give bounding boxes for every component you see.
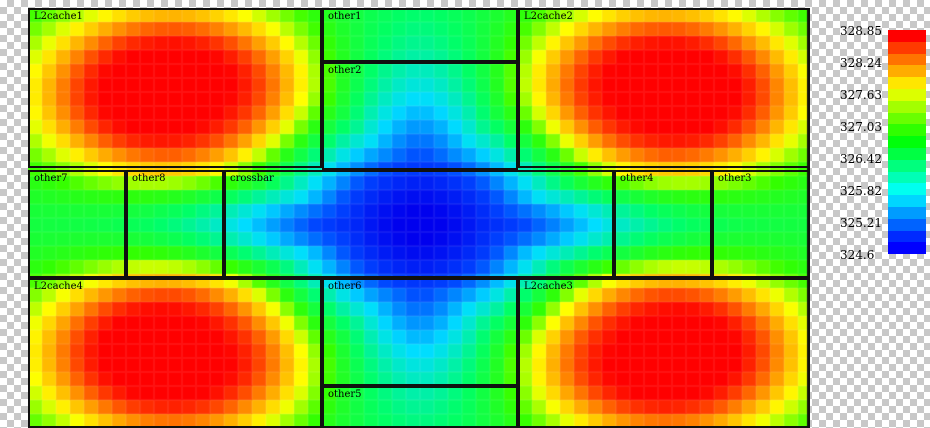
legend-band [888, 88, 926, 101]
legend-band [888, 65, 926, 78]
legend-band [888, 206, 926, 219]
block-label: other2 [328, 65, 362, 76]
block-l2cache4: L2cache4 [28, 278, 322, 428]
legend-tick-label: 328.85 [840, 24, 882, 38]
legend-tick-label: 327.03 [840, 120, 882, 134]
legend-band [888, 53, 926, 66]
legend-band [888, 171, 926, 184]
block-l2cache1: L2cache1 [28, 8, 322, 168]
block-label: other1 [328, 11, 362, 22]
legend-tick-label: 324.6 [840, 248, 875, 262]
thermal-map: L2cache1 other1 L2cache2 other2 other7 other8… [28, 8, 810, 428]
legend-band [888, 159, 926, 172]
block-other2: other2 [322, 62, 518, 170]
block-label: other5 [328, 389, 362, 400]
legend-band [888, 124, 926, 137]
block-other7: other7 [28, 170, 126, 278]
legend-band [888, 77, 926, 89]
block-label: L2cache1 [34, 11, 83, 22]
block-other3: other3 [712, 170, 810, 278]
block-label: L2cache2 [524, 11, 573, 22]
color-legend: 328.85 328.24 327.63 327.03 326.42 325.82 325.… [836, 20, 930, 270]
block-label: crossbar [230, 173, 274, 184]
block-crossbar: crossbar [224, 170, 614, 278]
block-other1: other1 [322, 8, 518, 62]
legend-band [888, 195, 926, 207]
block-label: other3 [718, 173, 752, 184]
legend-band [888, 242, 926, 255]
block-other8: other8 [126, 170, 224, 278]
legend-color-bar [888, 30, 926, 255]
block-l2cache2: L2cache2 [518, 8, 810, 168]
block-other6: other6 [322, 278, 518, 386]
legend-tick-label: 325.82 [840, 184, 882, 198]
block-label: L2cache4 [34, 281, 83, 292]
legend-band [888, 100, 926, 113]
legend-tick-label: 326.42 [840, 152, 882, 166]
block-l2cache3: L2cache3 [518, 278, 810, 428]
block-label: L2cache3 [524, 281, 573, 292]
legend-tick-label: 328.24 [840, 56, 882, 70]
legend-tick-label: 327.63 [840, 88, 882, 102]
block-label: other6 [328, 281, 362, 292]
block-label: other7 [34, 173, 68, 184]
block-other5: other5 [322, 386, 518, 428]
legend-band [888, 136, 926, 148]
legend-tick-label: 325.21 [840, 216, 882, 230]
block-label: other4 [620, 173, 654, 184]
legend-band [888, 30, 926, 42]
legend-band [888, 41, 926, 54]
block-other4: other4 [614, 170, 712, 278]
legend-band [888, 147, 926, 160]
heat-canvas [28, 8, 810, 428]
legend-band [888, 218, 926, 231]
block-label: other8 [132, 173, 166, 184]
legend-band [888, 183, 926, 196]
legend-band [888, 112, 926, 125]
legend-band [888, 230, 926, 243]
